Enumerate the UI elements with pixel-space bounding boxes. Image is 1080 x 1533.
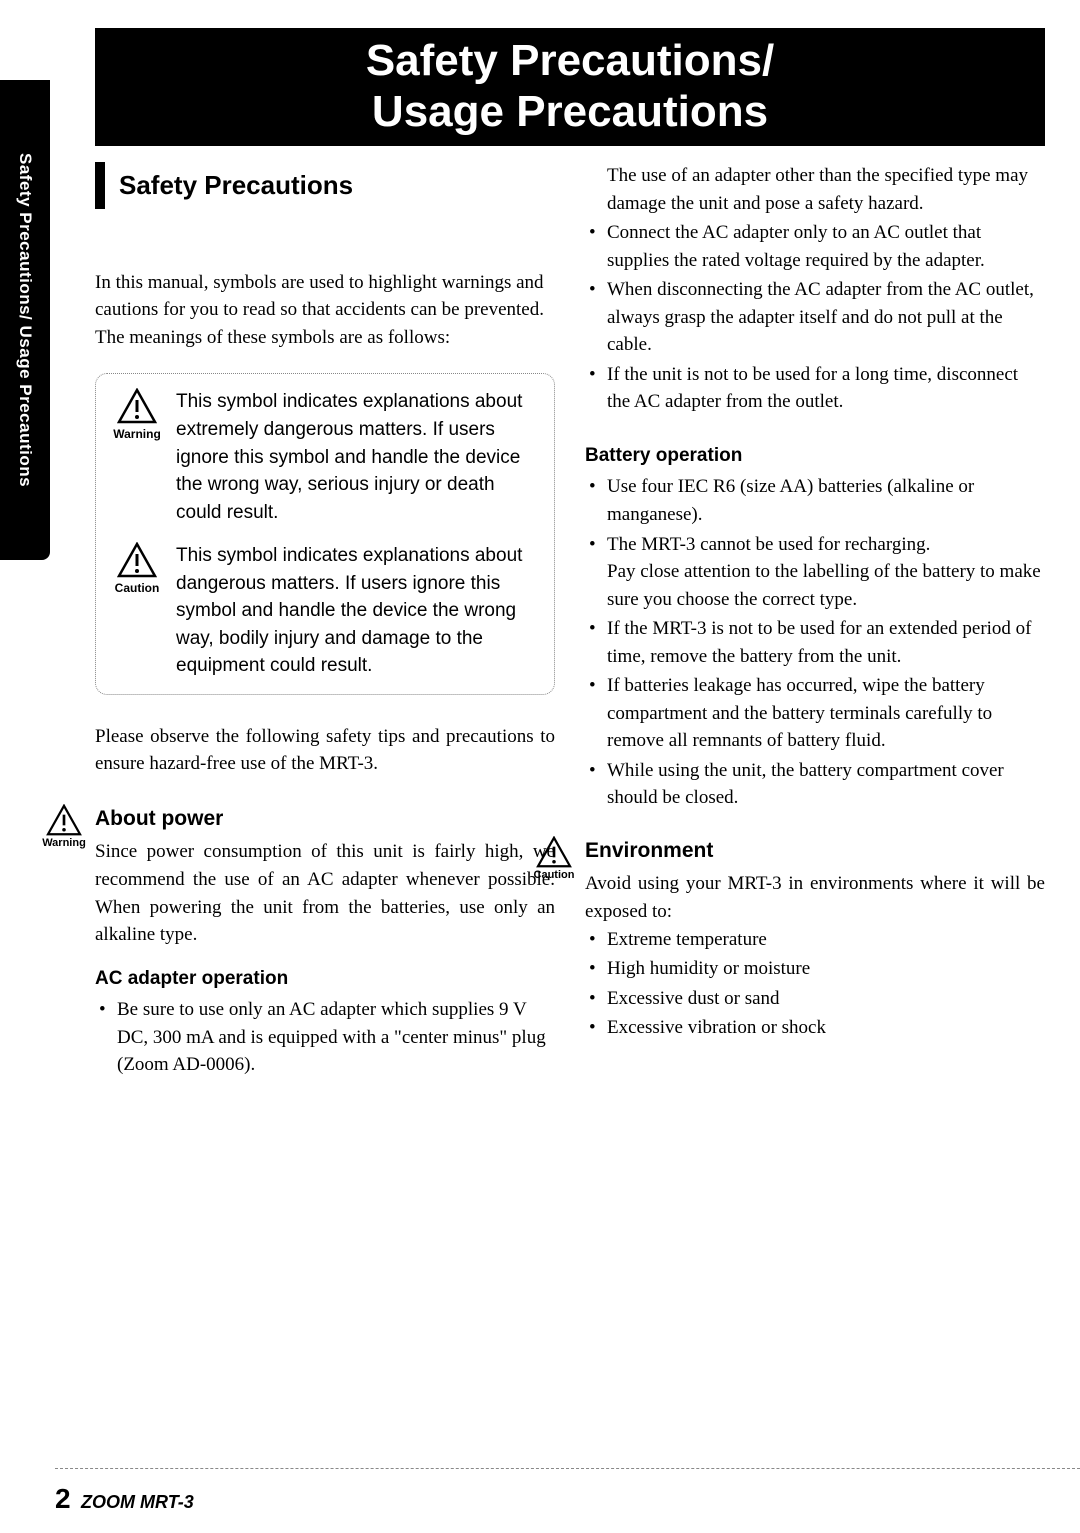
environment-bullet-3: Excessive dust or sand bbox=[585, 985, 1045, 1013]
caution-symbol-text: This symbol indicates explanations about… bbox=[176, 542, 538, 680]
battery-heading: Battery operation bbox=[585, 442, 1045, 470]
safety-tips-paragraph: Please observe the following safety tips… bbox=[95, 723, 555, 778]
ac-adapter-heading: AC adapter operation bbox=[95, 965, 555, 993]
battery-bullet-5: While using the unit, the battery compar… bbox=[585, 757, 1045, 812]
warning-icon: Warning bbox=[108, 388, 166, 526]
battery-list: Use four IEC R6 (size AA) batteries (alk… bbox=[585, 473, 1045, 812]
ac-adapter-bullet-1: Be sure to use only an AC adapter which … bbox=[95, 996, 555, 1079]
environment-section: Caution Environment Avoid using your MRT… bbox=[585, 836, 1045, 1042]
caution-icon-label: Caution bbox=[108, 580, 166, 597]
ac-adapter-continuation: The use of an adapter other than the spe… bbox=[585, 162, 1045, 217]
warning-symbol-text: This symbol indicates explanations about… bbox=[176, 388, 538, 526]
about-power-section: Warning About power Since power consumpt… bbox=[95, 804, 555, 949]
about-power-heading: About power bbox=[95, 804, 555, 834]
ac-adapter-bullet-2: Connect the AC adapter only to an AC out… bbox=[585, 219, 1045, 274]
battery-bullet-1: Use four IEC R6 (size AA) batteries (alk… bbox=[585, 473, 1045, 528]
battery-bullet-2: The MRT-3 cannot be used for recharging.… bbox=[585, 531, 1045, 614]
environment-list: Extreme temperature High humidity or moi… bbox=[585, 926, 1045, 1042]
content-area: Safety Precautions In this manual, symbo… bbox=[95, 162, 1045, 1453]
battery-bullet-2b: Pay close attention to the labelling of … bbox=[607, 561, 1041, 610]
ac-adapter-bullet-4: If the unit is not to be used for a long… bbox=[585, 361, 1045, 416]
ac-adapter-list: Be sure to use only an AC adapter which … bbox=[95, 996, 555, 1079]
page-header: Safety Precautions/Usage Precautions bbox=[95, 28, 1045, 146]
page-header-title: Safety Precautions/Usage Precautions bbox=[366, 36, 774, 137]
left-column: Safety Precautions In this manual, symbo… bbox=[95, 162, 555, 1453]
page-footer: 2 ZOOM MRT-3 bbox=[55, 1468, 1080, 1515]
footer-title: ZOOM MRT-3 bbox=[81, 1492, 194, 1512]
battery-bullet-3: If the MRT-3 is not to be used for an ex… bbox=[585, 615, 1045, 670]
warning-symbol-row: Warning This symbol indicates explanatio… bbox=[108, 388, 538, 526]
right-column: The use of an adapter other than the spe… bbox=[585, 162, 1045, 1453]
environment-body: Avoid using your MRT-3 in environments w… bbox=[585, 870, 1045, 925]
caution-symbol-row: Caution This symbol indicates explanatio… bbox=[108, 542, 538, 680]
battery-bullet-4: If batteries leakage has occurred, wipe … bbox=[585, 672, 1045, 755]
caution-icon: Caution bbox=[108, 542, 166, 680]
battery-bullet-2a: The MRT-3 cannot be used for recharging. bbox=[607, 534, 930, 555]
environment-bullet-2: High humidity or moisture bbox=[585, 955, 1045, 983]
page-number: 2 bbox=[55, 1483, 71, 1515]
about-power-warning-icon: Warning bbox=[37, 804, 91, 852]
environment-icon-label: Caution bbox=[527, 868, 581, 884]
section-title: Safety Precautions bbox=[95, 162, 555, 209]
side-tab: Safety Precautions/ Usage Precautions bbox=[0, 80, 50, 560]
intro-paragraph: In this manual, symbols are used to high… bbox=[95, 269, 555, 352]
about-power-icon-label: Warning bbox=[37, 836, 91, 852]
warning-icon-label: Warning bbox=[108, 426, 166, 443]
environment-caution-icon: Caution bbox=[527, 836, 581, 884]
ac-adapter-list-2: Connect the AC adapter only to an AC out… bbox=[585, 219, 1045, 416]
ac-adapter-bullet-3: When disconnecting the AC adapter from t… bbox=[585, 276, 1045, 359]
environment-bullet-1: Extreme temperature bbox=[585, 926, 1045, 954]
about-power-body: Since power consumption of this unit is … bbox=[95, 838, 555, 948]
environment-heading: Environment bbox=[585, 836, 1045, 866]
symbol-definitions-box: Warning This symbol indicates explanatio… bbox=[95, 373, 555, 694]
environment-bullet-4: Excessive vibration or shock bbox=[585, 1014, 1045, 1042]
